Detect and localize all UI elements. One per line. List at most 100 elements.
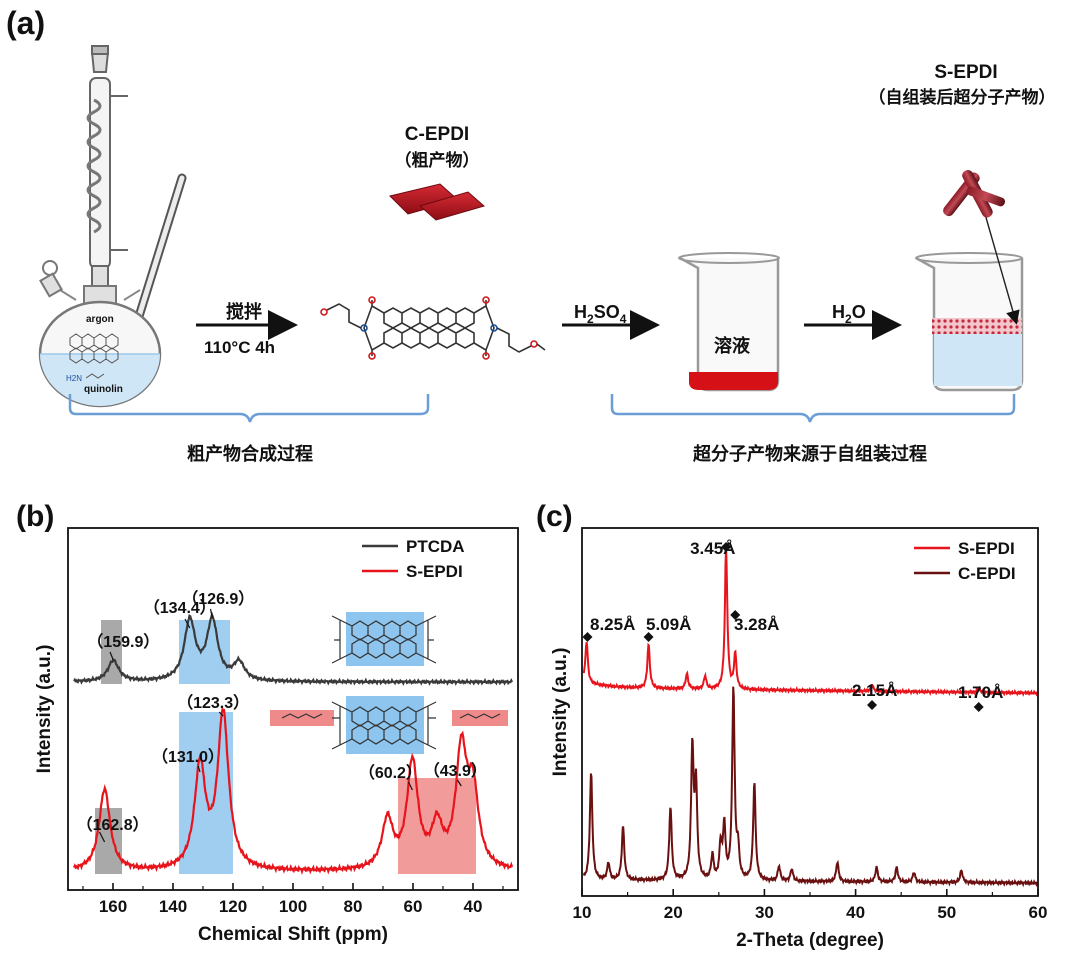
xrd-legend: S-EPDI C-EPDI [914,539,1016,583]
side-chain-left-highlight [270,710,334,726]
xrd-plot-frame [581,527,1039,897]
nmr-annotation: （159.9） [87,633,159,651]
step2-reagent: H2SO4 [574,302,627,326]
nmr-annotation-leader [98,831,106,843]
crude-subtitle: （粗产物） [395,150,480,171]
xrd-peak-marker [730,610,741,620]
nmr-inset-structures [270,612,508,754]
xrd-plot [582,546,1039,888]
xrd-d-spacing-label: 3.28Å [734,615,779,634]
nmr-annotation-leader [407,781,413,791]
nmr-annotation-leader [218,711,224,717]
xrd-peak-annotations: 8.25Å 5.09Å 3.45Å 3.28Å 2.15Å 1.70Å [582,539,1003,712]
nmr-legend: PTCDA S-EPDI [362,537,465,581]
xrd-peak-marker [973,702,984,712]
xrd-d-spacing-label: 1.70Å [958,683,1003,702]
xrd-x-tick-label: 40 [846,903,865,922]
beaker-product [915,213,1024,392]
nmr-series-s-epdi [72,707,514,875]
right-bracket [610,394,1016,423]
nmr-legend-label: PTCDA [406,537,465,556]
product-title: S-EPDI [934,62,997,83]
nmr-annotation: （162.8） [77,816,149,834]
crude-product: C-EPDI （粗产物） [389,124,486,221]
xrd-y-axis-label: Intensity (a.u.) [550,648,571,777]
step1-condition-bottom: 110°C 4h [204,338,275,357]
left-bracket [68,394,430,423]
nmr-x-tick-label: 40 [464,897,483,916]
left-bracket-caption: 粗产物合成过程 [187,443,313,465]
nmr-annotation-leader [184,618,191,629]
xrd-d-spacing-label: 5.09Å [646,615,691,634]
xrd-d-spacing-label: 8.25Å [590,615,635,634]
nmr-x-tick-label: 140 [159,897,187,916]
highlight-region-4 [398,778,476,874]
nmr-annotation: （43.9） [424,762,487,780]
reaction-step-2: H2SO4 [562,302,660,340]
ptcda-structure [331,615,437,664]
panel-label-c: (c) [536,500,573,533]
nmr-y-axis-label: Intensity (a.u.) [34,645,55,774]
nmr-x-tick-label: 160 [99,897,127,916]
nmr-annotation: （131.0） [152,748,224,766]
xrd-x-tick-label: 20 [664,903,683,922]
nmr-legend-label: S-EPDI [406,562,463,581]
nmr-annotation: （123.3） [177,694,249,712]
nmr-x-axis-label: Chemical Shift (ppm) [198,924,388,945]
step3-reagent: H2O [832,302,866,326]
self-assembled-layer [932,318,1022,334]
xrd-legend-label: C-EPDI [958,564,1016,583]
nmr-plot [72,611,514,875]
highlight-region-0 [101,620,122,684]
nmr-x-tick-label: 80 [344,897,363,916]
nmr-annotation: （60.2） [359,764,422,782]
panel-a: (a) argon [6,5,1056,465]
panel-label-b: (b) [16,500,54,533]
panel-label-a: (a) [6,5,45,41]
round-bottom-flask: argon H2N quinolin [38,260,162,408]
nmr-annotation: （126.9） [182,590,254,608]
nmr-annotation-leader [197,765,201,773]
flask-solvent-label: quinolin [84,384,123,395]
nmr-annotation-leader [109,651,114,661]
xrd-x-tick-label: 10 [573,903,592,922]
crude-solid-slab-2 [418,191,486,221]
xrd-x-tick-label: 60 [1029,903,1048,922]
xrd-x-tick-label: 30 [755,903,774,922]
nmr-x-tick-label: 60 [404,897,423,916]
beaker-solution: 溶液 [678,252,780,392]
xrd-series-c-epdi [582,686,1039,888]
amine-reagent: H2N [66,374,82,383]
panel-c: (c) 10 20 30 40 50 60 2-Theta (degree) Intensit… [536,500,1047,951]
reaction-step-1: 搅拌 110°C 4h [196,301,298,357]
xrd-x-tick-label: 50 [937,903,956,922]
nmr-annotation-leader [456,779,462,787]
xrd-peak-marker [643,632,654,642]
reflux-condenser [86,45,128,289]
perylene-core [383,307,475,349]
solution-label: 溶液 [714,335,751,357]
nmr-x-tick-label: 100 [279,897,307,916]
nmr-annotation-leader [209,608,213,619]
nmr-annotation: （134.4） [144,599,216,617]
nmr-axes: 160 140 120 100 80 60 40 Chemical Shift (ppm) In… [34,527,519,945]
product-subtitle: （自组装后超分子产物） [869,87,1056,108]
reaction-step-3: H2O [804,302,902,340]
nmr-series-ptcda [73,611,513,686]
xrd-peak-marker [721,542,732,552]
epdi-structure [320,296,546,360]
product-rods [943,169,1006,218]
ptcda-molecule-small [69,333,119,364]
xrd-peak-marker [582,632,593,642]
xrd-x-axis-label: 2-Theta (degree) [736,930,884,951]
side-chain-right-highlight [452,710,508,726]
s-epdi-structure [281,701,501,750]
nmr-peak-annotations: （159.9） （134.4）（126.9） （123.3） （131.0） （162.… [77,590,487,843]
xrd-d-spacing-label: 3.45Å [690,539,735,558]
nmr-x-tick-label: 120 [219,897,247,916]
xrd-d-spacing-label: 2.15Å [852,681,897,700]
thermometer [130,173,187,335]
step1-condition-top: 搅拌 [226,301,262,323]
